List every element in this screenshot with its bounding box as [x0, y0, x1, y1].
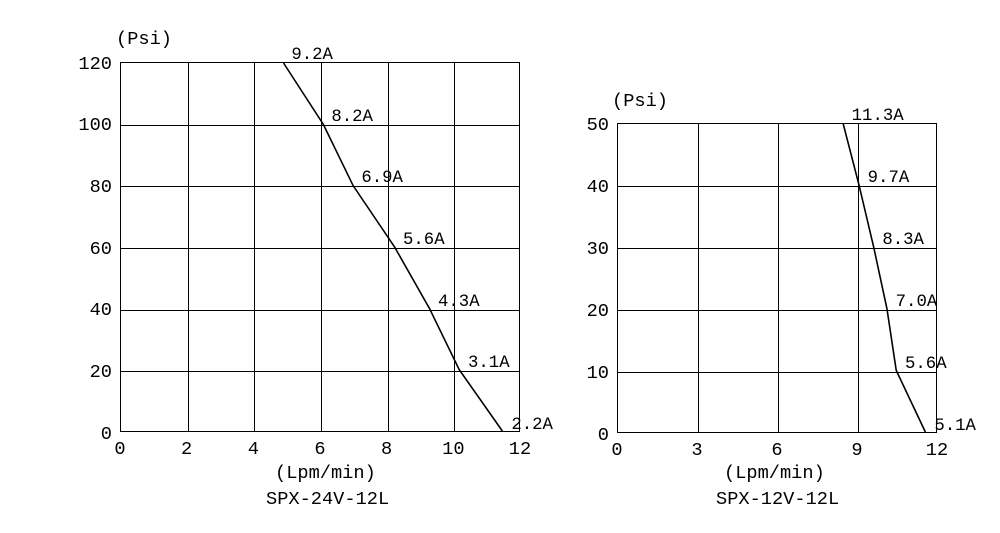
y-tick-label: 10: [587, 362, 609, 384]
data-point-label: 11.3A: [852, 107, 904, 126]
y-tick-label: 0: [101, 423, 112, 445]
data-point-label: 4.3A: [438, 293, 480, 312]
x-tick-label: 6: [771, 439, 782, 461]
data-point-label: 2.2A: [511, 416, 553, 435]
x-tick-label: 12: [926, 439, 948, 461]
data-point-label: 7.0A: [896, 293, 938, 312]
y-tick-label: 20: [90, 361, 112, 383]
gridline-horizontal: [618, 310, 936, 311]
x-tick-label: 12: [509, 438, 531, 460]
y-tick-label: 50: [587, 114, 609, 136]
gridline-horizontal: [121, 371, 519, 372]
data-point-label: 3.1A: [468, 354, 510, 373]
x-tick-label: 0: [611, 439, 622, 461]
x-tick-label: 6: [314, 438, 325, 460]
gridline-vertical: [254, 63, 255, 431]
page: (Psi) (Lpm/min) SPX-24V-12L (Psi) (Lpm/m…: [0, 0, 1000, 533]
gridline-horizontal: [121, 248, 519, 249]
y-unit-label-right: (Psi): [612, 90, 668, 112]
x-unit-label-right: (Lpm/min): [724, 462, 825, 484]
y-tick-label: 100: [78, 114, 112, 136]
x-tick-label: 10: [442, 438, 464, 460]
data-point-label: 8.2A: [331, 108, 373, 127]
data-point-label: 8.3A: [882, 231, 924, 250]
data-point-label: 5.6A: [403, 231, 445, 250]
y-tick-label: 0: [598, 424, 609, 446]
y-tick-label: 120: [78, 53, 112, 75]
gridline-vertical: [778, 124, 779, 432]
gridline-vertical: [454, 63, 455, 431]
gridline-horizontal: [121, 125, 519, 126]
x-tick-label: 3: [691, 439, 702, 461]
gridline-vertical: [858, 124, 859, 432]
gridline-vertical: [188, 63, 189, 431]
gridline-vertical: [321, 63, 322, 431]
subtitle-right: SPX-12V-12L: [716, 488, 839, 510]
x-tick-label: 8: [381, 438, 392, 460]
gridline-horizontal: [121, 186, 519, 187]
x-tick-label: 2: [181, 438, 192, 460]
data-point-label: 9.2A: [291, 46, 333, 65]
gridline-vertical: [698, 124, 699, 432]
plot-area-left: [120, 62, 520, 432]
y-unit-label-left: (Psi): [116, 28, 172, 50]
x-unit-label-left: (Lpm/min): [275, 462, 376, 484]
data-point-label: 9.7A: [868, 169, 910, 188]
subtitle-left: SPX-24V-12L: [266, 488, 389, 510]
y-tick-label: 40: [90, 299, 112, 321]
y-tick-label: 80: [90, 176, 112, 198]
gridline-vertical: [388, 63, 389, 431]
y-tick-label: 60: [90, 238, 112, 260]
data-line-left: [121, 63, 519, 431]
y-tick-label: 30: [587, 238, 609, 260]
data-point-label: 6.9A: [361, 169, 403, 188]
data-point-label: 5.6A: [905, 355, 947, 374]
y-tick-label: 20: [587, 300, 609, 322]
gridline-horizontal: [618, 372, 936, 373]
x-tick-label: 4: [248, 438, 259, 460]
x-tick-label: 9: [851, 439, 862, 461]
y-tick-label: 40: [587, 176, 609, 198]
data-point-label: 5.1A: [934, 417, 976, 436]
x-tick-label: 0: [114, 438, 125, 460]
